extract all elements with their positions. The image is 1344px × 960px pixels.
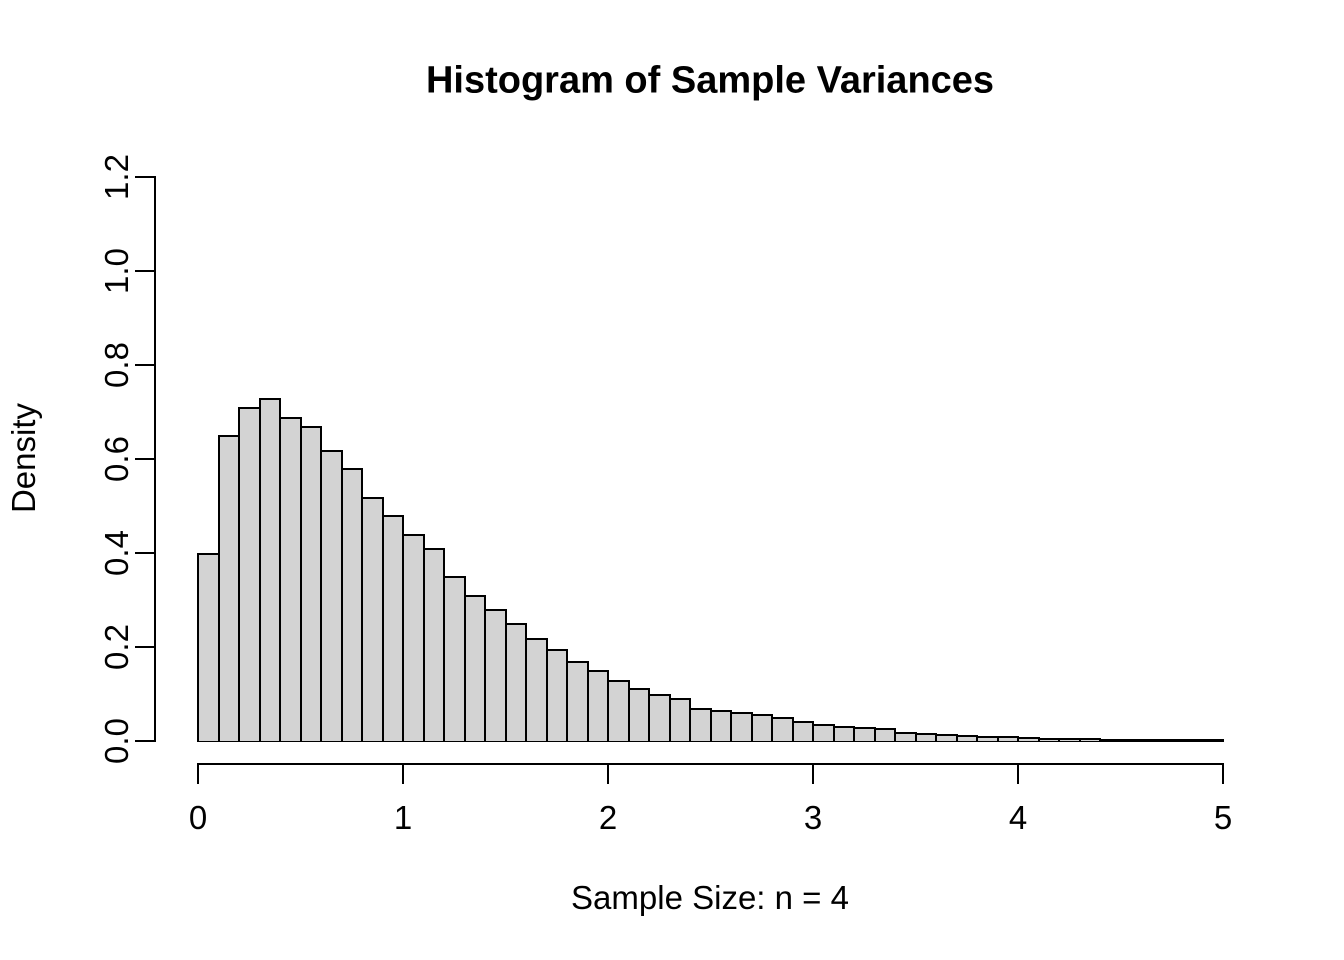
y-tick-label: 1.2 (98, 154, 135, 200)
histogram-bar (320, 450, 343, 741)
x-tick-label: 0 (188, 799, 208, 836)
histogram-bar (833, 726, 855, 741)
histogram-bar (853, 727, 876, 741)
histogram-bar (935, 734, 958, 741)
histogram-bar (812, 724, 835, 741)
histogram-bar (730, 712, 753, 741)
histogram-bar (341, 468, 363, 741)
y-axis-title: Density (5, 402, 42, 514)
y-tick-label: 1.0 (98, 248, 135, 294)
histogram-bar (976, 736, 999, 741)
histogram-bar (792, 721, 814, 741)
histogram-bar (1079, 738, 1101, 741)
histogram-bar (1099, 739, 1122, 741)
histogram-bar (382, 515, 404, 741)
chart-title: Histogram of Sample Variances (425, 59, 995, 102)
histogram-bar (956, 735, 978, 741)
histogram-bar (197, 553, 220, 741)
y-tick-label: 0.4 (98, 530, 135, 576)
x-tick (1017, 763, 1019, 784)
histogram-bar (300, 426, 322, 741)
x-tick-label: 1 (393, 799, 413, 836)
histogram-bar (443, 576, 466, 741)
histogram-bar (894, 732, 917, 741)
y-tick (135, 364, 155, 366)
x-tick (197, 763, 199, 784)
x-tick-label: 2 (598, 799, 618, 836)
histogram-bar (874, 728, 896, 741)
x-tick (1222, 763, 1224, 784)
histogram-bar (607, 680, 630, 741)
histogram-bar (710, 710, 732, 741)
x-tick (812, 763, 814, 784)
histogram-bar (484, 609, 507, 741)
x-tick-label: 3 (803, 799, 823, 836)
histogram-bar (915, 733, 937, 741)
histogram-bar (1181, 739, 1204, 741)
y-tick-label: 0.2 (98, 624, 135, 670)
y-tick-label: 0.0 (98, 718, 135, 764)
histogram-bar (771, 717, 794, 741)
histogram-bar (402, 534, 425, 741)
histogram-bar (669, 698, 691, 741)
histogram-bar (259, 398, 281, 741)
histogram-bar (648, 694, 671, 741)
histogram-bar (1140, 739, 1163, 741)
histogram-bar (238, 407, 261, 741)
histogram-baseline (197, 740, 1224, 742)
histogram-bar (1058, 738, 1081, 741)
histogram-bar (525, 638, 548, 741)
histogram-bar (1038, 738, 1060, 741)
histogram-bar (546, 649, 568, 741)
histogram-bar (505, 623, 527, 741)
y-tick (135, 552, 155, 554)
histogram-bar (689, 708, 712, 741)
histogram-bar (279, 417, 302, 741)
x-tick (607, 763, 609, 784)
histogram-bar (566, 661, 589, 741)
y-tick-label: 0.6 (98, 436, 135, 482)
x-tick-label: 5 (1213, 799, 1233, 836)
y-axis-line (154, 176, 156, 742)
x-axis-line (197, 763, 1224, 765)
y-tick (135, 740, 155, 742)
histogram-bar (464, 595, 486, 741)
histogram-bar (218, 435, 240, 741)
histogram-bar (1017, 737, 1040, 741)
histogram-bar (628, 688, 650, 741)
histogram-bar (361, 497, 384, 741)
histogram-bar (587, 670, 609, 741)
histogram-bar (751, 714, 773, 741)
x-tick-label: 4 (1008, 799, 1028, 836)
x-axis-title: Sample Size: n = 4 (571, 879, 849, 916)
histogram-bar (997, 736, 1019, 741)
y-tick-label: 0.8 (98, 342, 135, 388)
y-tick (135, 646, 155, 648)
x-tick (402, 763, 404, 784)
histogram-bar (1202, 739, 1224, 741)
y-tick (135, 458, 155, 460)
histogram-bar (423, 548, 445, 741)
y-tick (135, 270, 155, 272)
histogram-bar (1161, 739, 1183, 741)
histogram-bar (1120, 739, 1142, 741)
y-tick (135, 176, 155, 178)
